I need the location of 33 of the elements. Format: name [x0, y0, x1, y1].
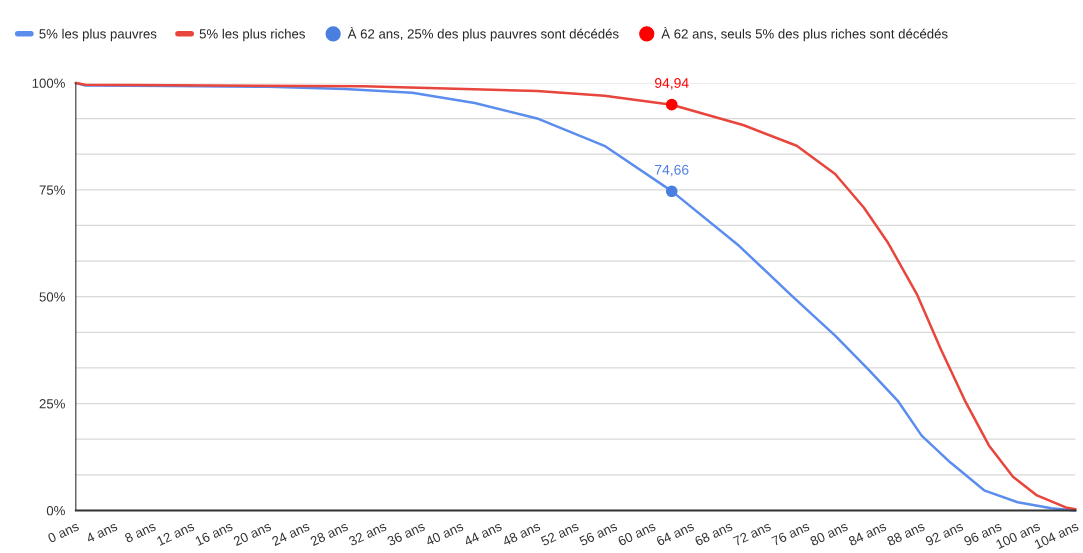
- x-tick-label: 16 ans: [194, 521, 234, 546]
- x-tick-label: 56 ans: [578, 521, 618, 547]
- legend-label: 5% les plus riches: [199, 28, 305, 42]
- x-tick-label: 60 ans: [617, 521, 657, 547]
- y-tick-label: 50%: [39, 292, 65, 302]
- legend-label: À 62 ans, 25% des plus pauvres sont décédés: [347, 26, 619, 42]
- x-tick-label: 4 ans: [85, 521, 118, 544]
- x-tick-label: 76 ans: [771, 521, 810, 547]
- y-tick-label: 100%: [32, 78, 65, 88]
- legend-label: À 62 ans, seuls 5% des plus riches sont décédés: [661, 26, 948, 42]
- x-tick-label: 68 ans: [694, 521, 734, 547]
- x-tick-label: 12 ans: [156, 521, 195, 546]
- x-tick-label: 40 ans: [424, 521, 464, 547]
- x-tick-label: 20 ans: [232, 521, 272, 547]
- x-tick-label: 8 ans: [124, 521, 157, 544]
- x-tick-label: 32 ans: [348, 521, 388, 547]
- y-tick-label: 75%: [39, 185, 65, 195]
- x-tick-label: 88 ans: [886, 521, 926, 547]
- x-tick-label: 48 ans: [501, 521, 541, 547]
- x-tick-label: 28 ans: [309, 521, 349, 547]
- x-tick-label: 52 ans: [540, 521, 580, 547]
- x-tick-label: 36 ans: [386, 521, 426, 547]
- x-tick-label: 24 ans: [271, 521, 311, 547]
- x-tick-label: 92 ans: [924, 521, 964, 547]
- x-tick-label: 72 ans: [732, 521, 772, 547]
- legend-label: 5% les plus pauvres: [39, 28, 157, 42]
- y-tick-label: 0%: [46, 505, 65, 516]
- x-tick-label: 80 ans: [809, 521, 849, 547]
- x-tick-label: 64 ans: [655, 521, 695, 547]
- y-tick-label: 25%: [39, 399, 65, 409]
- x-tick-label: 0 ans: [47, 521, 80, 544]
- x-tick-label: 84 ans: [847, 521, 887, 547]
- x-tick-label: 44 ans: [463, 521, 503, 547]
